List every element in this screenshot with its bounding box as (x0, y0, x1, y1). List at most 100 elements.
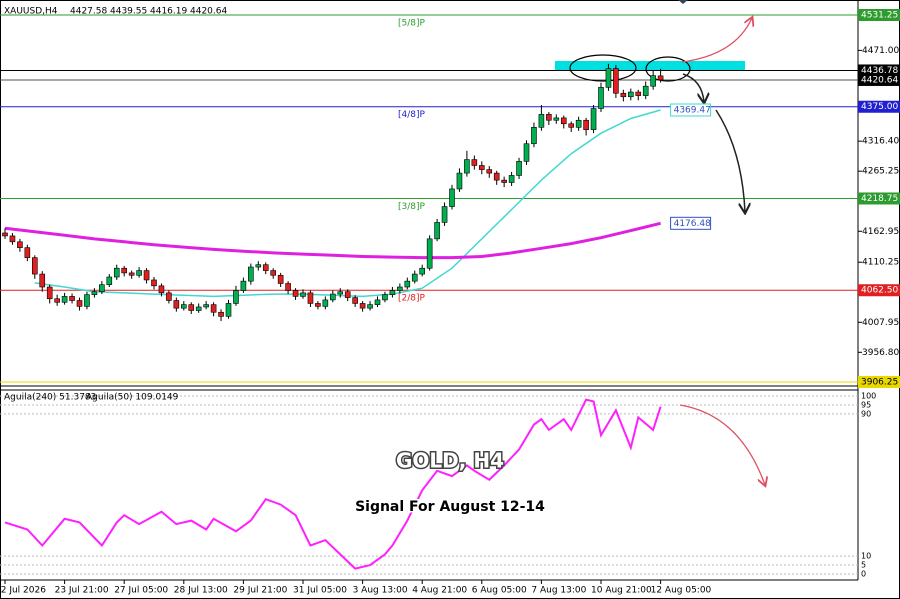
candle-body (69, 296, 75, 301)
candle-body (583, 119, 589, 130)
level-label: 3906.25 (861, 377, 898, 387)
level-label-box (858, 100, 900, 113)
top-ellipse (645, 56, 691, 82)
candle-body (560, 117, 567, 125)
candle-body (329, 293, 336, 301)
candle-body (262, 264, 269, 271)
candle-body (255, 264, 262, 268)
header-close: 4420.64 (190, 7, 227, 17)
candle-body (508, 175, 515, 183)
candle-body (523, 143, 530, 162)
candle-body (195, 306, 202, 311)
candle-body (24, 247, 31, 258)
candle-body (337, 291, 344, 295)
candle-body (128, 272, 135, 276)
level-label: 4062.50 (861, 286, 898, 296)
candle-body (2, 232, 8, 237)
candle-body (210, 304, 217, 313)
candle-body (173, 300, 180, 309)
candle-body (240, 280, 247, 291)
y-tick-label: 4265.25 (862, 167, 899, 177)
ma-label: 4369.47 (674, 105, 711, 115)
x-tick-label: 23 Jul 21:00 (55, 586, 109, 596)
level-label-box (858, 375, 900, 388)
candle-body (590, 108, 597, 130)
candle-body (352, 297, 358, 304)
level-tag: [5/8]P (398, 19, 426, 29)
candle-body (493, 172, 500, 181)
candle-body (642, 85, 649, 96)
indicator-tick-label: 0 (861, 569, 866, 578)
candle-body (441, 206, 448, 223)
candle-body (411, 273, 418, 282)
candle-body (650, 75, 656, 87)
level-label-box (858, 192, 900, 205)
indicator-tick-label: 100 (861, 392, 876, 401)
candle-body (553, 117, 560, 121)
header-open: 4427.58 (70, 7, 107, 17)
arrow-down (682, 73, 704, 102)
candle-body (605, 68, 612, 88)
ma-label-box (670, 216, 712, 230)
candle-body (389, 290, 396, 295)
candle-body (359, 303, 366, 309)
level-label: 4218.75 (861, 194, 898, 204)
candle-body (277, 274, 284, 284)
level-label: 4375.00 (861, 102, 898, 112)
moving-average (4, 221, 661, 260)
candle-body (99, 284, 105, 293)
candle-body (486, 169, 493, 174)
candle-body (151, 279, 157, 287)
arrow-up (681, 18, 752, 63)
candle-body (76, 300, 83, 307)
candle-body (233, 290, 239, 304)
resistance-zone (555, 61, 745, 70)
candle-body (456, 172, 463, 190)
candle-body (285, 283, 291, 291)
annotation-title: GOLD, H4 (396, 449, 504, 473)
candle-body (426, 238, 433, 269)
indicator-tick-label: 90 (861, 409, 871, 418)
level-tag: [2/8]P (398, 294, 426, 304)
x-tick-label: 6 Aug 05:00 (472, 586, 527, 596)
ma-label: 4176.48 (674, 219, 711, 229)
price-label-box (858, 73, 900, 86)
price-label-box (858, 64, 900, 77)
x-tick-label: 4 Aug 21:00 (412, 586, 467, 596)
candle-body (531, 126, 537, 145)
indicator-tick-label: 10 (861, 552, 871, 561)
y-tick-label: 4007.95 (862, 318, 899, 328)
candle-body (471, 159, 478, 166)
candle-body (218, 311, 224, 317)
y-tick-label: 4110.25 (862, 258, 899, 268)
candle-body (136, 270, 142, 276)
candle-body (300, 292, 306, 297)
candle-body (657, 75, 664, 81)
x-tick-label: 22 Jul 2026 (0, 586, 46, 596)
candle-body (17, 241, 23, 248)
candle-body (46, 286, 53, 300)
candle-body (478, 165, 485, 170)
candle-body (188, 304, 195, 311)
candle-body (382, 294, 388, 301)
candle-body (464, 159, 470, 174)
candle-body (404, 280, 411, 288)
candle-body (315, 303, 321, 307)
x-tick-label: 29 Jul 21:00 (233, 586, 287, 596)
x-tick-label: 12 Aug 05:00 (651, 586, 712, 596)
y-tick-label: 3956.80 (862, 348, 899, 358)
annotation-subtitle: Signal For August 12-14 (355, 499, 545, 515)
candle-body (538, 114, 545, 128)
candle-body (54, 298, 60, 303)
candle-body (31, 257, 38, 275)
current-price-label: 4420.64 (861, 75, 898, 85)
candle-body (568, 123, 575, 128)
x-tick-label: 28 Jul 13:00 (174, 586, 228, 596)
y-tick-label: 4162.95 (862, 227, 899, 237)
candle-body (248, 266, 254, 282)
indicator-tick-label: 95 (861, 400, 871, 409)
candle-body (419, 267, 426, 275)
header-low: 4416.19 (150, 7, 187, 17)
